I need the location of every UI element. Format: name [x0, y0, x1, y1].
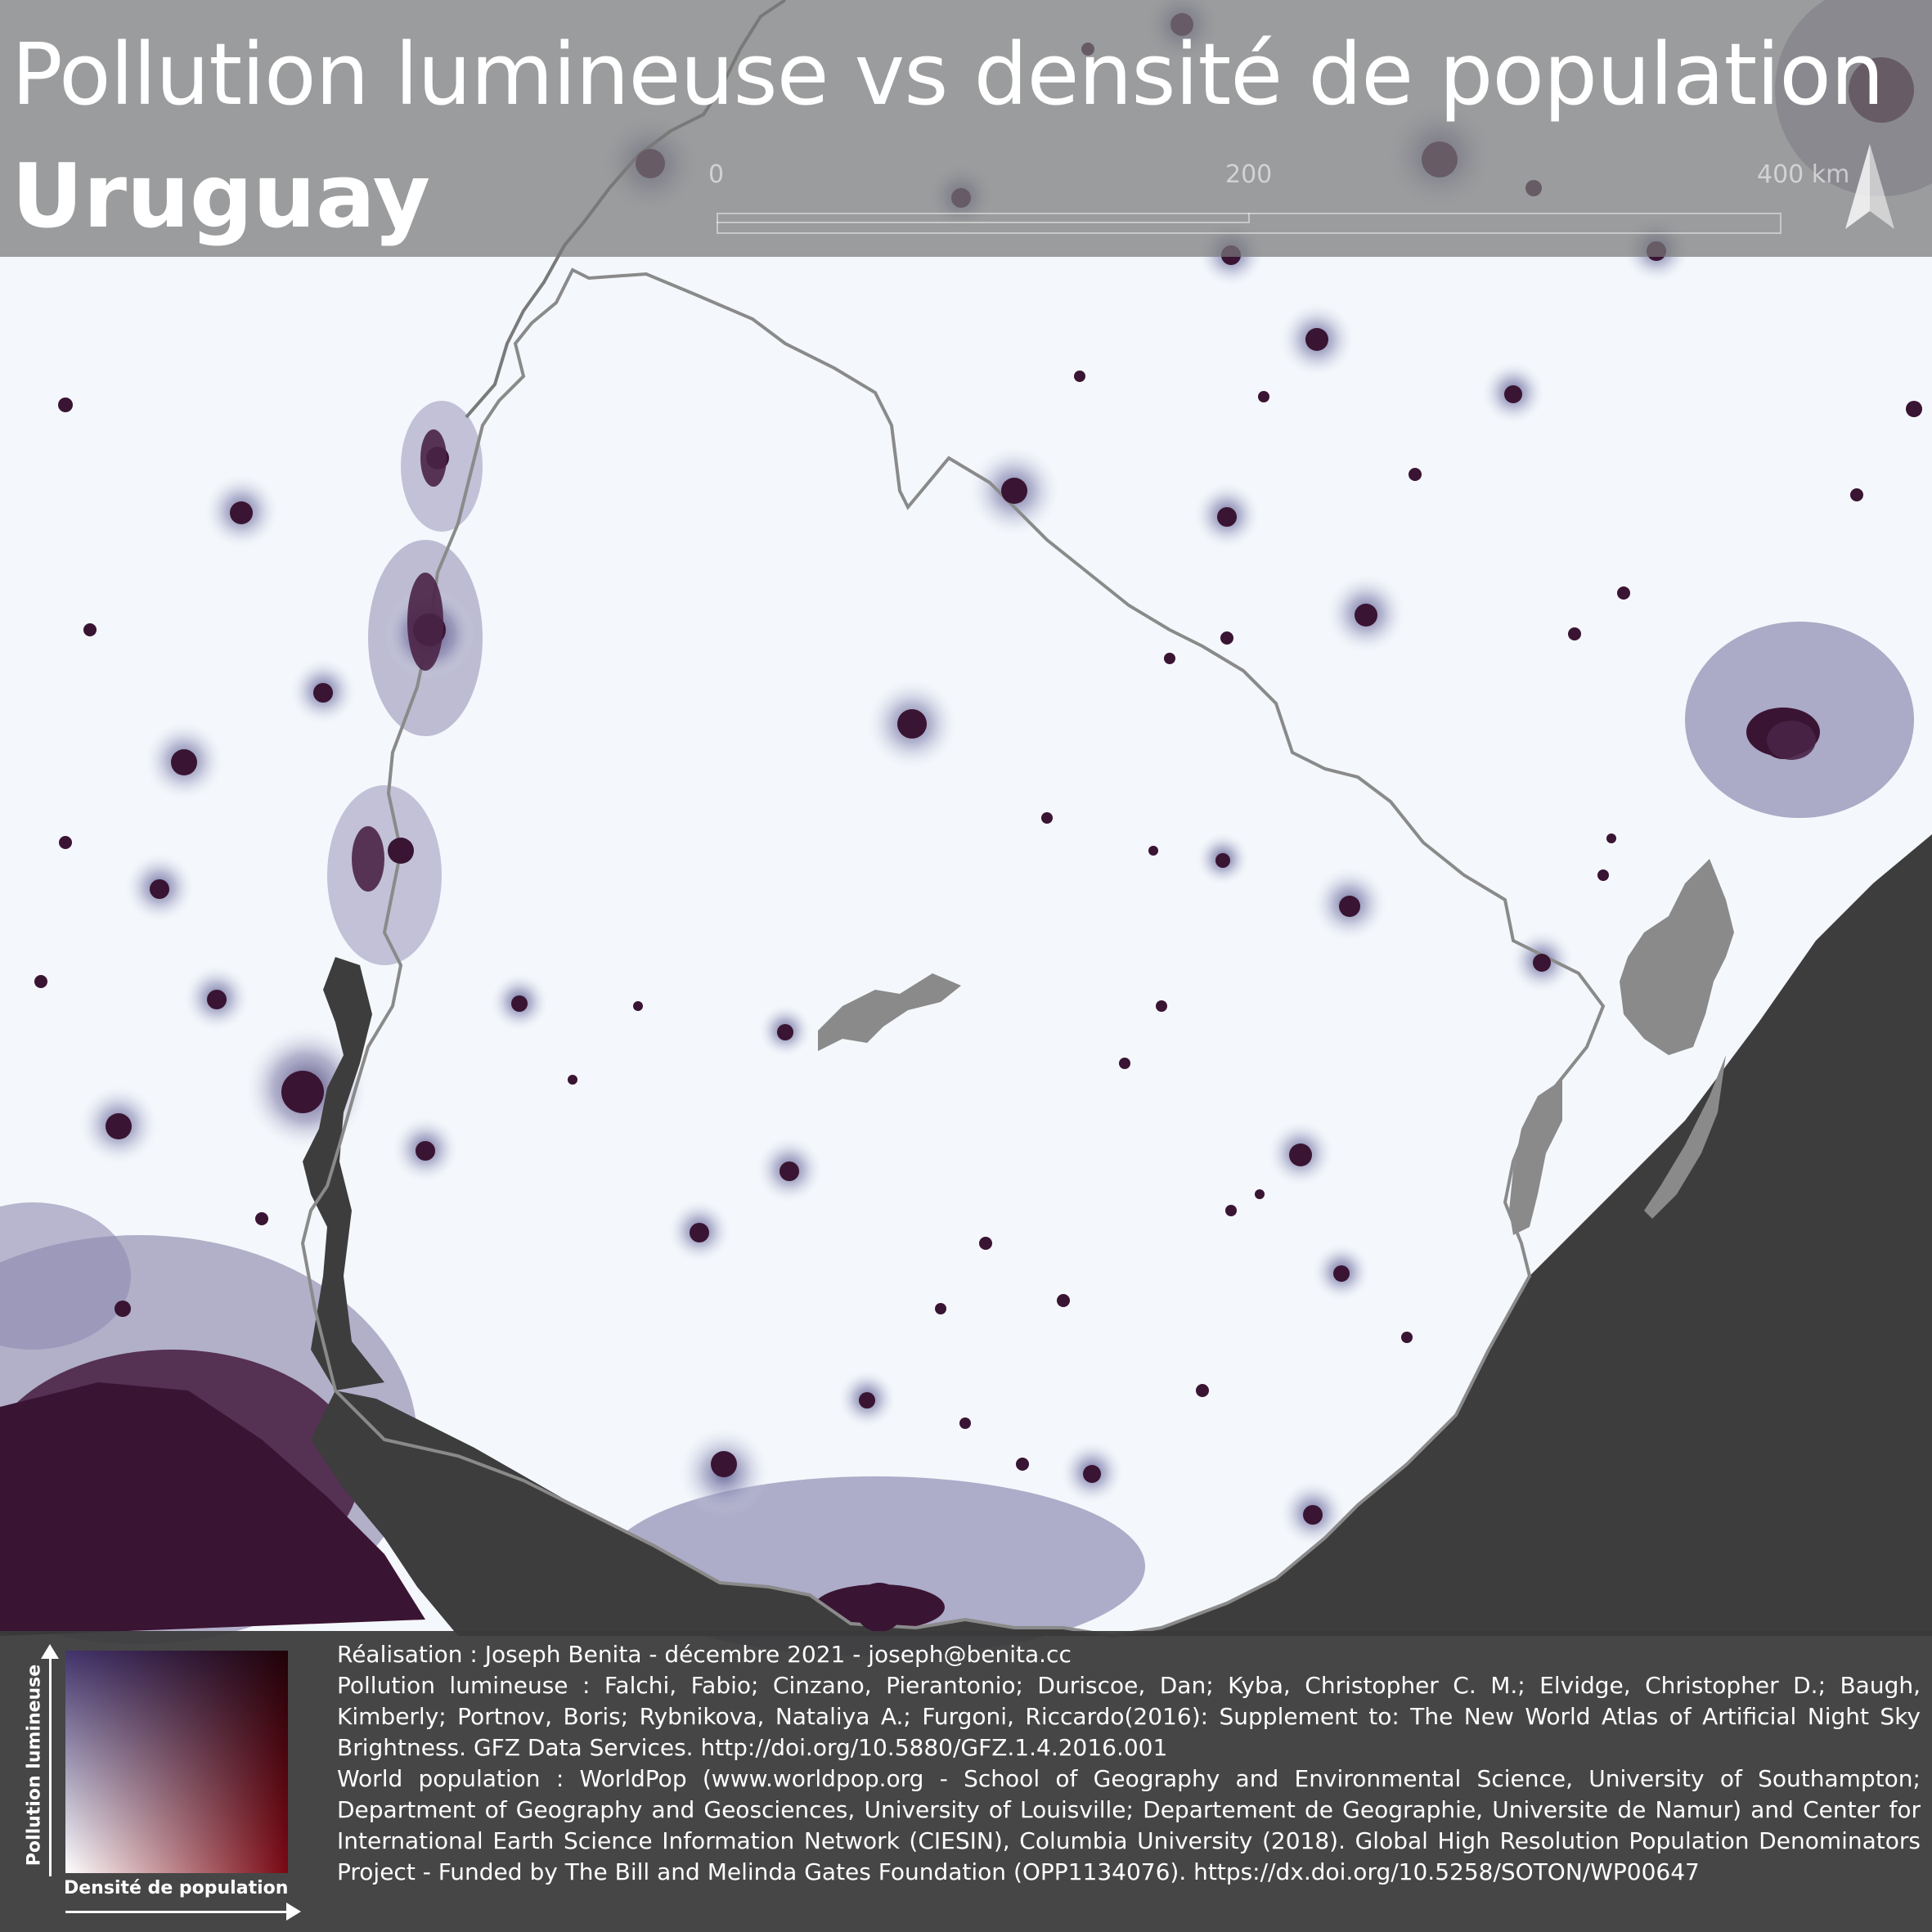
scale-label-0: 0: [708, 160, 725, 189]
laguna-mirim-south: [1644, 1055, 1726, 1219]
laguna-negra: [1509, 1080, 1562, 1235]
laguna-merin: [1620, 859, 1734, 1055]
legend-y-axis: [49, 1654, 52, 1876]
title-band: [0, 0, 1932, 257]
ocean: [311, 834, 1932, 1636]
credit-population: World population : WorldPop (www.worldpo…: [337, 1765, 1921, 1885]
map-title: Pollution lumineuse vs densité de popula…: [11, 25, 1885, 124]
legend-x-label: Densité de population: [64, 1878, 289, 1898]
uruguay-border: [300, 267, 1606, 1638]
legend-x-axis: [65, 1911, 288, 1913]
scale-label-400: 400 km: [1757, 160, 1850, 189]
map-subtitle-country: Uruguay: [11, 146, 430, 248]
plata-estuary: [303, 957, 384, 1391]
credit-light-pollution: Pollution lumineuse : Falchi, Fabio; Cin…: [337, 1672, 1921, 1761]
rincon-del-bonete: [818, 973, 961, 1051]
credits: Réalisation : Joseph Benita - décembre 2…: [337, 1639, 1921, 1888]
footer-panel: [0, 1631, 1932, 1932]
scale-bar-segment: [717, 213, 1250, 223]
legend-y-arrow-icon: [41, 1644, 59, 1659]
credit-author: Réalisation : Joseph Benita - décembre 2…: [337, 1641, 1072, 1668]
parana-halo-2: [327, 785, 442, 965]
legend-y-label: Pollution lumineuse: [24, 1664, 45, 1867]
south-west-halo: [0, 1202, 131, 1350]
legend-x-arrow-icon: [286, 1903, 301, 1921]
north-arrow-icon: [1845, 144, 1894, 229]
buenos-aires-core: [0, 1382, 425, 1636]
scale-bar: [717, 213, 1781, 234]
parana-urban: [352, 429, 1816, 892]
scale-label-200: 200: [1225, 160, 1273, 189]
bivariate-legend: [65, 1651, 288, 1873]
